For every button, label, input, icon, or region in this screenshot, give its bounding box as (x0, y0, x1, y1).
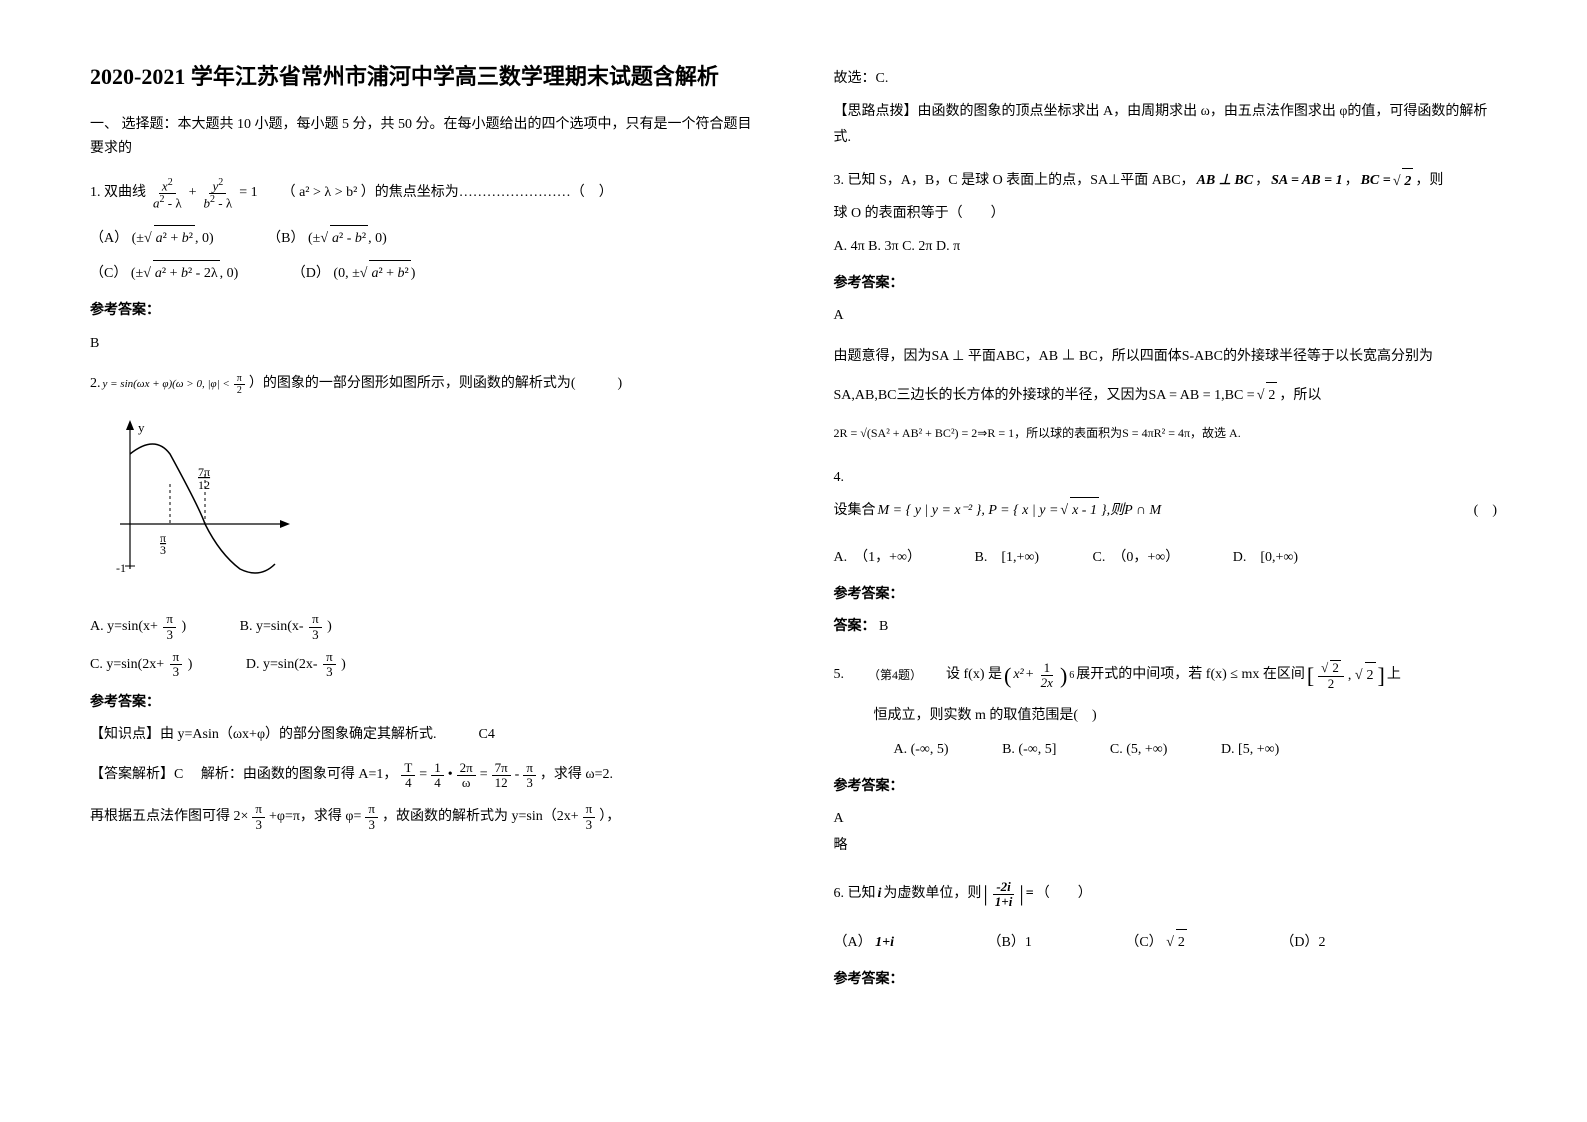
q1-prefix: 1. 双曲线 (90, 180, 146, 207)
q1-frac2: y2 b2 - λ (201, 177, 236, 211)
q4-opt-d: D. [0,+∞) (1233, 545, 1298, 572)
q2-opt-c: C. y=sin(2x+ π3 ) (90, 650, 192, 680)
q1-frac1: x2 a2 - λ (150, 177, 185, 211)
q1-answer: B (90, 331, 754, 358)
q2-knowledge-3: 再根据五点法作图可得 2× π3 +φ=π，求得 φ= π3 ，故函数的解析式为… (90, 802, 620, 832)
q5-line2: 恒成立，则实数 m 的取值范围是( ) (834, 703, 1498, 730)
question-1: 1. 双曲线 x2 a2 - λ + y2 b2 - λ = 1 （ a² > … (90, 177, 754, 358)
right-column: 故选：C. 【思路点拨】由函数的图象的顶点坐标求出 A，由周期求出 ω，由五点法… (794, 0, 1587, 1122)
q4-opt-b: B. [1,+∞) (975, 545, 1040, 572)
q2-graph: y π 3 7π 12 -1 (110, 414, 754, 595)
q3-answer: A (834, 303, 1498, 330)
q3-expl-2: SA,AB,BC三边长的长方体的外接球的半径，又因为SA = AB = 1,BC… (834, 382, 1322, 410)
q4-paren: ( ) (1474, 498, 1497, 525)
q3-expl-3: 2R = √(SA² + AB² + BC²) = 2⇒R = 1，所以球的表面… (834, 422, 1498, 445)
q3-expl-1: 由题意得，因为SA ⊥ 平面ABC，AB ⊥ BC，所以四面体S-ABC的外接球… (834, 344, 1498, 371)
svg-text:7π: 7π (198, 465, 210, 479)
svg-text:3: 3 (160, 543, 166, 557)
q4-opt-c: C. （0，+∞） (1093, 545, 1180, 572)
left-column: 2020-2021 学年江苏省常州市浦河中学高三数学理期末试题含解析 一、 选择… (0, 0, 794, 1122)
q6-opt-b: （B）1 (988, 930, 1032, 957)
q2-ans-label: 参考答案： (90, 690, 754, 717)
q6-opt-d: （D）2 (1280, 930, 1325, 957)
question-6: 6. 已知 i 为虚数单位，则 | -2i1+i | = （ ） （A） 1+i… (834, 873, 1498, 993)
page-title: 2020-2021 学年江苏省常州市浦河中学高三数学理期末试题含解析 (90, 60, 754, 93)
q2-opt-b: B. y=sin(x- π3 ) (240, 612, 332, 642)
q1-cond: （ a² > λ > b² ）的焦点坐标为……………………（ ） (282, 180, 613, 207)
q1-opt-d: （D） (0, ±√a² + b²) (292, 260, 416, 288)
q3-ans-label: 参考答案： (834, 271, 1498, 298)
q1-opt-a: （A） (±√a² + b², 0) (90, 225, 214, 253)
q5-opt-c: C. (5, +∞) (1110, 737, 1168, 764)
q4-ans-label: 参考答案： (834, 582, 1498, 609)
q5-opt-d: D. [5, +∞) (1221, 737, 1279, 764)
q5-brief: 略 (834, 833, 1498, 860)
svg-text:12: 12 (198, 478, 210, 492)
q5-opt-b: B. (-∞, 5] (1002, 737, 1056, 764)
question-2: 2. y = sin(ωx + φ)(ω > 0, |φ| < π2 ）的图象的… (90, 371, 754, 838)
section-instruction: 一、 选择题：本大题共 10 小题，每小题 5 分，共 50 分。在每小题给出的… (90, 113, 754, 161)
q6-opt-a: （A） 1+i (834, 930, 895, 957)
q5-answer: A (834, 806, 1498, 833)
q2-knowledge-1: 【知识点】由 y=Asin（ωx+φ）的部分图象确定其解析式. C4 (90, 722, 754, 749)
q2-tail: ）的图象的一部分图形如图所示，则函数的解析式为( ) (249, 371, 622, 398)
q3-opts: A. 4π B. 3π C. 2π D. π (834, 234, 1498, 261)
q6-ans-label: 参考答案： (834, 967, 1498, 994)
q2-opt-a: A. y=sin(x+ π3 ) (90, 612, 186, 642)
q3-line2: 球 O 的表面积等于（ ） (834, 201, 1498, 228)
q6-opt-c: （C） √2 (1125, 929, 1187, 957)
q5-opt-a: A. (-∞, 5) (894, 737, 949, 764)
q4-num: 4. (834, 465, 1498, 492)
svg-text:-1: -1 (116, 561, 126, 575)
q4-opt-a: A. （1，+∞） (834, 545, 922, 572)
q4-answer: 答案： B (834, 614, 1498, 641)
q1-opt-c: （C） (±√a² + b² - 2λ, 0) (90, 260, 238, 288)
question-5: 5. （第4题） 设 f(x) 是 ( x² + 12x )6 展开式的中间项，… (834, 655, 1498, 860)
y-axis-label: y (138, 420, 145, 435)
q1-ans-label: 参考答案： (90, 298, 754, 325)
q2-thought: 【思路点拨】由函数的图象的顶点坐标求出 A，由周期求出 ω，由五点法作图求出 φ… (834, 99, 1498, 152)
question-3: 3. 已知 S，A，B，C 是球 O 表面上的点，SA⊥平面 ABC， AB ⊥… (834, 168, 1498, 445)
q2-conclusion: 故选：C. (834, 66, 1498, 93)
q2-prefix: 2. (90, 371, 101, 398)
q1-opt-b: （B） (±√a² - b², 0) (267, 225, 387, 253)
q5-ans-label: 参考答案： (834, 774, 1498, 801)
q2-opt-d: D. y=sin(2x- π3 ) (246, 650, 346, 680)
q2-knowledge-2: 【答案解析】C 解析：由函数的图象可得 A=1， T4 = 14 • 2πω =… (90, 761, 613, 791)
question-4: 4. 设集合 M = { y | y = x⁻² }, P = { x | y … (834, 465, 1498, 641)
